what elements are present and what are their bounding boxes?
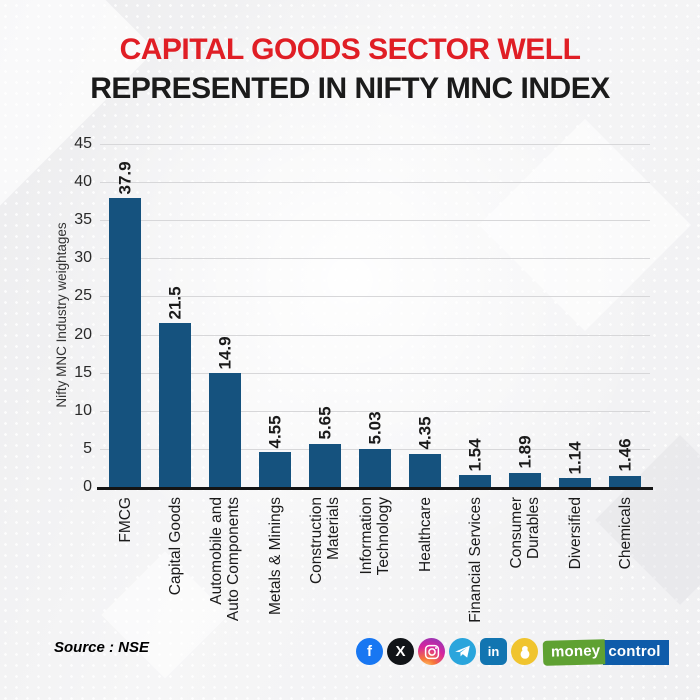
- category-label: Metals & Minings: [266, 497, 284, 616]
- y-tick-label-30: 30: [74, 249, 92, 267]
- bar-value-label: 4.35: [415, 416, 434, 450]
- bar-chemicals: [609, 475, 641, 487]
- bar-value-label: 14.9: [215, 336, 234, 370]
- gridline-15: [100, 372, 650, 374]
- logo-control-part: control: [603, 640, 669, 665]
- category-label: Information Technology: [358, 497, 392, 576]
- instagram-icon[interactable]: [418, 638, 445, 665]
- bar-capital-goods: [159, 323, 191, 487]
- bar-value-label: 21.5: [165, 286, 184, 320]
- gridline-40: [100, 182, 650, 184]
- category-label: Financial Services: [466, 497, 484, 623]
- title-line-2: REPRESENTED IN NIFTY MNC INDEX: [90, 72, 610, 105]
- bar-value-label: 1.14: [565, 441, 584, 475]
- plot-area: 37.9 21.5 14.9 4.55 5.65 5.03 4.35 1.54 1.89 1.14…: [100, 144, 650, 487]
- y-tick-label-40: 40: [74, 173, 92, 191]
- category-label: Healthcare: [416, 497, 434, 572]
- category-label: Consumer Durables: [508, 497, 542, 569]
- y-tick-label-25: 25: [74, 287, 92, 305]
- bar-healthcare: [409, 453, 441, 487]
- facebook-icon[interactable]: f: [356, 638, 383, 665]
- bar-diversified: [559, 478, 591, 487]
- bar-automobile-and-auto-components: [209, 373, 241, 487]
- y-tick-label-15: 15: [74, 363, 92, 381]
- koo-icon[interactable]: [511, 638, 538, 665]
- category-label: Chemicals: [616, 497, 634, 570]
- bar-value-label: 1.89: [515, 435, 534, 469]
- bar-value-label: 37.9: [115, 161, 134, 195]
- bar-information-technology: [359, 448, 391, 487]
- bar-value-label: 1.46: [615, 438, 634, 472]
- bar-value-label: 4.55: [265, 415, 284, 449]
- bar-value-label: 5.65: [315, 406, 334, 440]
- bar-value-label: 1.54: [465, 438, 484, 472]
- y-tick-label-5: 5: [83, 439, 92, 457]
- category-label: FMCG: [116, 497, 134, 543]
- y-tick-label-45: 45: [74, 135, 92, 152]
- category-label: Diversified: [566, 497, 584, 570]
- bar-construction-materials: [309, 443, 341, 487]
- y-tick-label-35: 35: [74, 211, 92, 229]
- gridline-25: [100, 296, 650, 298]
- gridline-35: [100, 220, 650, 222]
- gridline-45: [100, 144, 650, 145]
- category-label: Construction Materials: [308, 497, 342, 585]
- telegram-icon[interactable]: [449, 638, 476, 665]
- bar-fmcg: [109, 198, 141, 487]
- category-label: Capital Goods: [166, 497, 184, 596]
- bar-metals-minings: [259, 452, 291, 487]
- linkedin-icon[interactable]: in: [480, 638, 507, 665]
- bar-consumer-durables: [509, 472, 541, 487]
- category-label: Automobile and Auto Components: [208, 497, 242, 622]
- x-icon[interactable]: X: [387, 638, 414, 665]
- title-line-1: CAPITAL GOODS SECTOR WELL: [119, 33, 581, 66]
- x-axis-line: [97, 487, 653, 490]
- moneycontrol-logo[interactable]: money control: [542, 639, 669, 666]
- bar-value-label: 5.03: [365, 411, 384, 445]
- source-text: Source : NSE: [54, 639, 150, 656]
- gridline-10: [100, 410, 650, 412]
- chart-title: CAPITAL GOODS SECTOR WELL REPRESENTED IN…: [0, 30, 700, 108]
- logo-money-part: money: [542, 639, 606, 666]
- y-tick-label-10: 10: [74, 401, 92, 419]
- bar-financial-services: [459, 475, 491, 487]
- x-axis-category-labels: FMCG Capital Goods Automobile and Auto Comp…: [100, 497, 650, 647]
- y-tick-label-0: 0: [83, 478, 92, 495]
- gridline-30: [100, 258, 650, 260]
- y-tick-label-20: 20: [74, 325, 92, 343]
- gridline-20: [100, 334, 650, 336]
